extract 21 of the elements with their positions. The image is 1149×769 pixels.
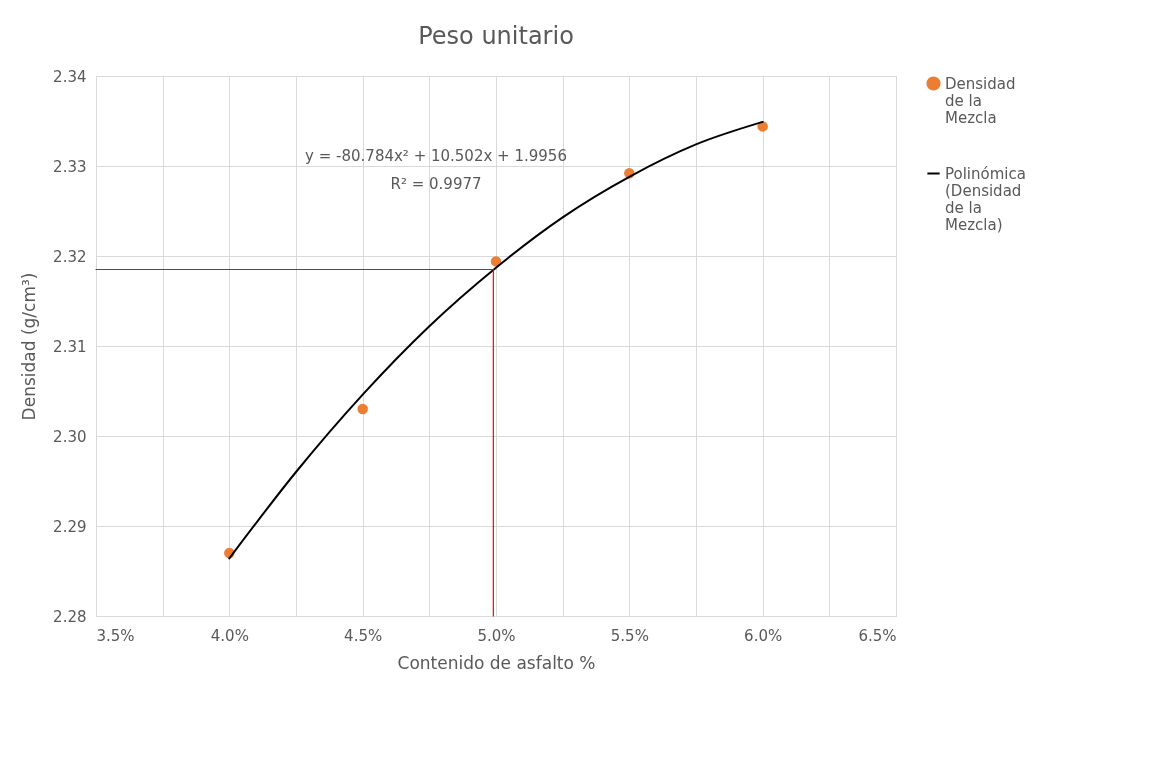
y-tick-label: 2.29 [53,517,87,536]
y-tick-label: 2.31 [53,337,87,356]
x-tick-label: 5.0% [477,626,516,645]
y-tick-label: 2.28 [53,607,87,626]
x-axis-title: Contenido de asfalto % [397,652,596,673]
annotation: y = -80.784x² + 10.502x + 1.9956 [305,147,567,165]
legend-label: Densidad de la Mezcla [945,74,1016,127]
y-tick-label: 2.33 [53,157,87,176]
x-tick-label: 6.0% [744,626,783,645]
chart-title: Peso unitario [418,22,574,50]
y-tick-label: 2.32 [53,247,87,266]
y-tick-label: 2.30 [53,427,87,446]
y-tick-label: 2.34 [53,67,87,86]
annotation: R² = 0.9977 [390,175,482,193]
x-tick-label: 3.5% [96,626,135,645]
y-axis-title: Densidad (g/cm³) [19,272,40,421]
legend-label: Polinómica (Densidad de la Mezcla) [945,164,1026,234]
x-tick-label: 5.5% [610,626,649,645]
x-tick-label: 4.5% [344,626,383,645]
x-tick-label: 6.5% [858,626,897,645]
x-tick-label: 4.0% [210,626,249,645]
